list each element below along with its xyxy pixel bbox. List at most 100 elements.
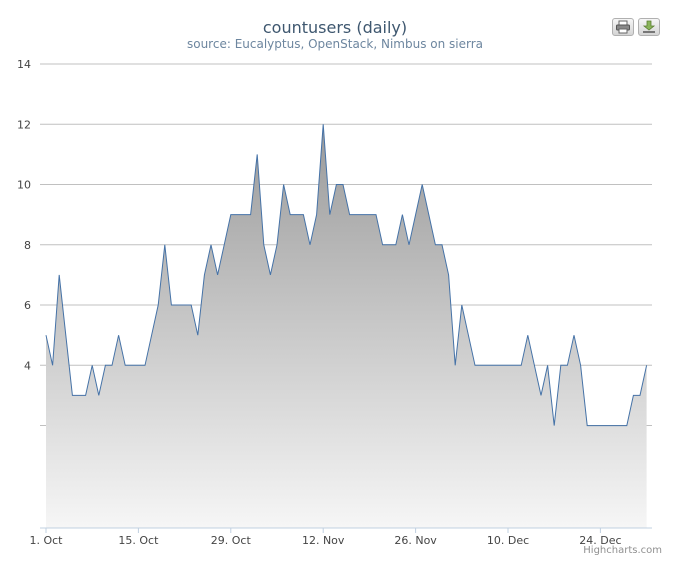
data-point[interactable] <box>249 213 253 217</box>
data-point[interactable] <box>618 424 622 428</box>
data-point[interactable] <box>229 213 233 217</box>
data-point[interactable] <box>301 213 305 217</box>
data-point[interactable] <box>572 333 576 337</box>
data-point[interactable] <box>110 363 114 367</box>
data-point[interactable] <box>447 273 451 277</box>
data-point[interactable] <box>466 333 470 337</box>
data-point[interactable] <box>579 363 583 367</box>
x-tick-label: 12. Nov <box>302 534 345 547</box>
data-point[interactable] <box>183 303 187 307</box>
data-point[interactable] <box>605 424 609 428</box>
data-point[interactable] <box>506 363 510 367</box>
data-point[interactable] <box>321 122 325 126</box>
data-point[interactable] <box>354 213 358 217</box>
data-point[interactable] <box>546 363 550 367</box>
data-point[interactable] <box>407 243 411 247</box>
x-tick-label: 29. Oct <box>211 534 252 547</box>
data-point[interactable] <box>315 213 319 217</box>
data-point[interactable] <box>341 183 345 187</box>
data-point[interactable] <box>44 333 48 337</box>
data-point[interactable] <box>242 213 246 217</box>
data-point[interactable] <box>631 393 635 397</box>
data-point[interactable] <box>493 363 497 367</box>
data-point[interactable] <box>532 363 536 367</box>
data-point[interactable] <box>328 213 332 217</box>
data-point[interactable] <box>262 243 266 247</box>
data-point[interactable] <box>295 213 299 217</box>
data-point[interactable] <box>163 243 167 247</box>
data-point[interactable] <box>156 303 160 307</box>
data-point[interactable] <box>420 183 424 187</box>
print-button[interactable] <box>612 18 634 36</box>
data-point[interactable] <box>202 273 206 277</box>
data-point[interactable] <box>480 363 484 367</box>
data-point[interactable] <box>598 424 602 428</box>
data-point[interactable] <box>400 213 404 217</box>
data-point[interactable] <box>334 183 338 187</box>
data-point[interactable] <box>308 243 312 247</box>
data-point[interactable] <box>97 393 101 397</box>
data-point[interactable] <box>565 363 569 367</box>
data-point[interactable] <box>51 363 55 367</box>
data-point[interactable] <box>453 363 457 367</box>
data-point[interactable] <box>374 213 378 217</box>
data-point[interactable] <box>394 243 398 247</box>
data-point[interactable] <box>255 152 259 156</box>
data-point[interactable] <box>414 213 418 217</box>
data-point[interactable] <box>176 303 180 307</box>
data-point[interactable] <box>612 424 616 428</box>
data-point[interactable] <box>387 243 391 247</box>
data-point[interactable] <box>486 363 490 367</box>
data-point[interactable] <box>143 363 147 367</box>
data-point[interactable] <box>209 243 213 247</box>
data-point[interactable] <box>473 363 477 367</box>
data-point[interactable] <box>64 333 68 337</box>
data-point[interactable] <box>645 363 649 367</box>
data-point[interactable] <box>70 393 74 397</box>
data-point[interactable] <box>196 333 200 337</box>
data-point[interactable] <box>367 213 371 217</box>
data-point[interactable] <box>57 273 61 277</box>
data-point[interactable] <box>513 363 517 367</box>
data-point[interactable] <box>117 333 121 337</box>
data-point[interactable] <box>222 243 226 247</box>
data-point[interactable] <box>348 213 352 217</box>
data-point[interactable] <box>460 303 464 307</box>
download-icon <box>642 20 656 33</box>
data-point[interactable] <box>625 424 629 428</box>
data-point[interactable] <box>84 393 88 397</box>
data-point[interactable] <box>559 363 563 367</box>
data-point[interactable] <box>381 243 385 247</box>
data-point[interactable] <box>638 393 642 397</box>
credits-link[interactable]: Highcharts.com <box>583 545 662 556</box>
data-point[interactable] <box>150 333 154 337</box>
data-point[interactable] <box>519 363 523 367</box>
data-point[interactable] <box>275 243 279 247</box>
series-countusers <box>44 122 649 529</box>
data-point[interactable] <box>552 424 556 428</box>
data-point[interactable] <box>169 303 173 307</box>
data-point[interactable] <box>539 393 543 397</box>
data-point[interactable] <box>235 213 239 217</box>
data-point[interactable] <box>361 213 365 217</box>
data-point[interactable] <box>77 393 81 397</box>
data-point[interactable] <box>288 213 292 217</box>
data-point[interactable] <box>90 363 94 367</box>
y-tick-label: 14 <box>17 58 31 71</box>
data-point[interactable] <box>526 333 530 337</box>
data-point[interactable] <box>268 273 272 277</box>
data-point[interactable] <box>440 243 444 247</box>
data-point[interactable] <box>130 363 134 367</box>
data-point[interactable] <box>189 303 193 307</box>
data-point[interactable] <box>499 363 503 367</box>
data-point[interactable] <box>123 363 127 367</box>
data-point[interactable] <box>103 363 107 367</box>
export-button[interactable] <box>638 18 660 36</box>
data-point[interactable] <box>427 213 431 217</box>
data-point[interactable] <box>592 424 596 428</box>
data-point[interactable] <box>433 243 437 247</box>
data-point[interactable] <box>136 363 140 367</box>
data-point[interactable] <box>282 183 286 187</box>
data-point[interactable] <box>216 273 220 277</box>
data-point[interactable] <box>585 424 589 428</box>
